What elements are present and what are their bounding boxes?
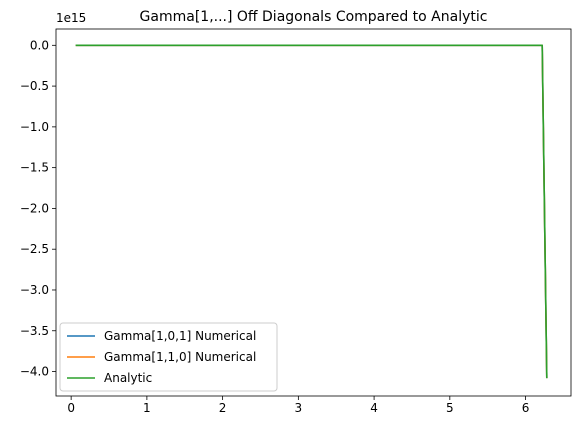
- legend: Gamma[1,0,1] Numerical Gamma[1,1,0] Numer…: [59, 322, 278, 392]
- x-tick-label: 2: [219, 401, 227, 415]
- x-tick-label: 4: [370, 401, 378, 415]
- y-tick-label: −1.5: [20, 161, 49, 175]
- y-tick-label: −4.0: [20, 365, 49, 379]
- axes-frame: [55, 28, 572, 397]
- chart-title: Gamma[1,...] Off Diagonals Compared to A…: [140, 9, 488, 25]
- legend-box: [59, 322, 278, 392]
- legend-label-1: Gamma[1,1,0] Numerical: [104, 350, 256, 364]
- x-tick-label: 0: [67, 401, 75, 415]
- y-tick-label: −3.0: [20, 283, 49, 297]
- y-tick-label: −0.5: [20, 79, 49, 93]
- x-tick-label: 1: [143, 401, 151, 415]
- y-axis-ticks: 0.0 −0.5 −1.0 −1.5 −2.0 −2.5 −3.0 −3.5 −4.0: [20, 38, 56, 379]
- y-tick-label: −2.0: [20, 201, 49, 215]
- legend-label-2: Analytic: [104, 371, 152, 385]
- x-tick-label: 5: [446, 401, 454, 415]
- y-tick-label: −2.5: [20, 242, 49, 256]
- x-tick-label: 3: [295, 401, 303, 415]
- y-offset-label: 1e15: [56, 11, 86, 25]
- x-tick-label: 6: [522, 401, 530, 415]
- series-line-2: [75, 44, 548, 379]
- x-axis-ticks: 0 1 2 3 4 5 6: [67, 396, 529, 415]
- y-tick-label: 0.0: [30, 38, 49, 52]
- y-tick-label: −1.0: [20, 120, 49, 134]
- y-tick-label: −3.5: [20, 324, 49, 338]
- series-lines: [75, 44, 548, 379]
- legend-label-0: Gamma[1,0,1] Numerical: [104, 329, 256, 343]
